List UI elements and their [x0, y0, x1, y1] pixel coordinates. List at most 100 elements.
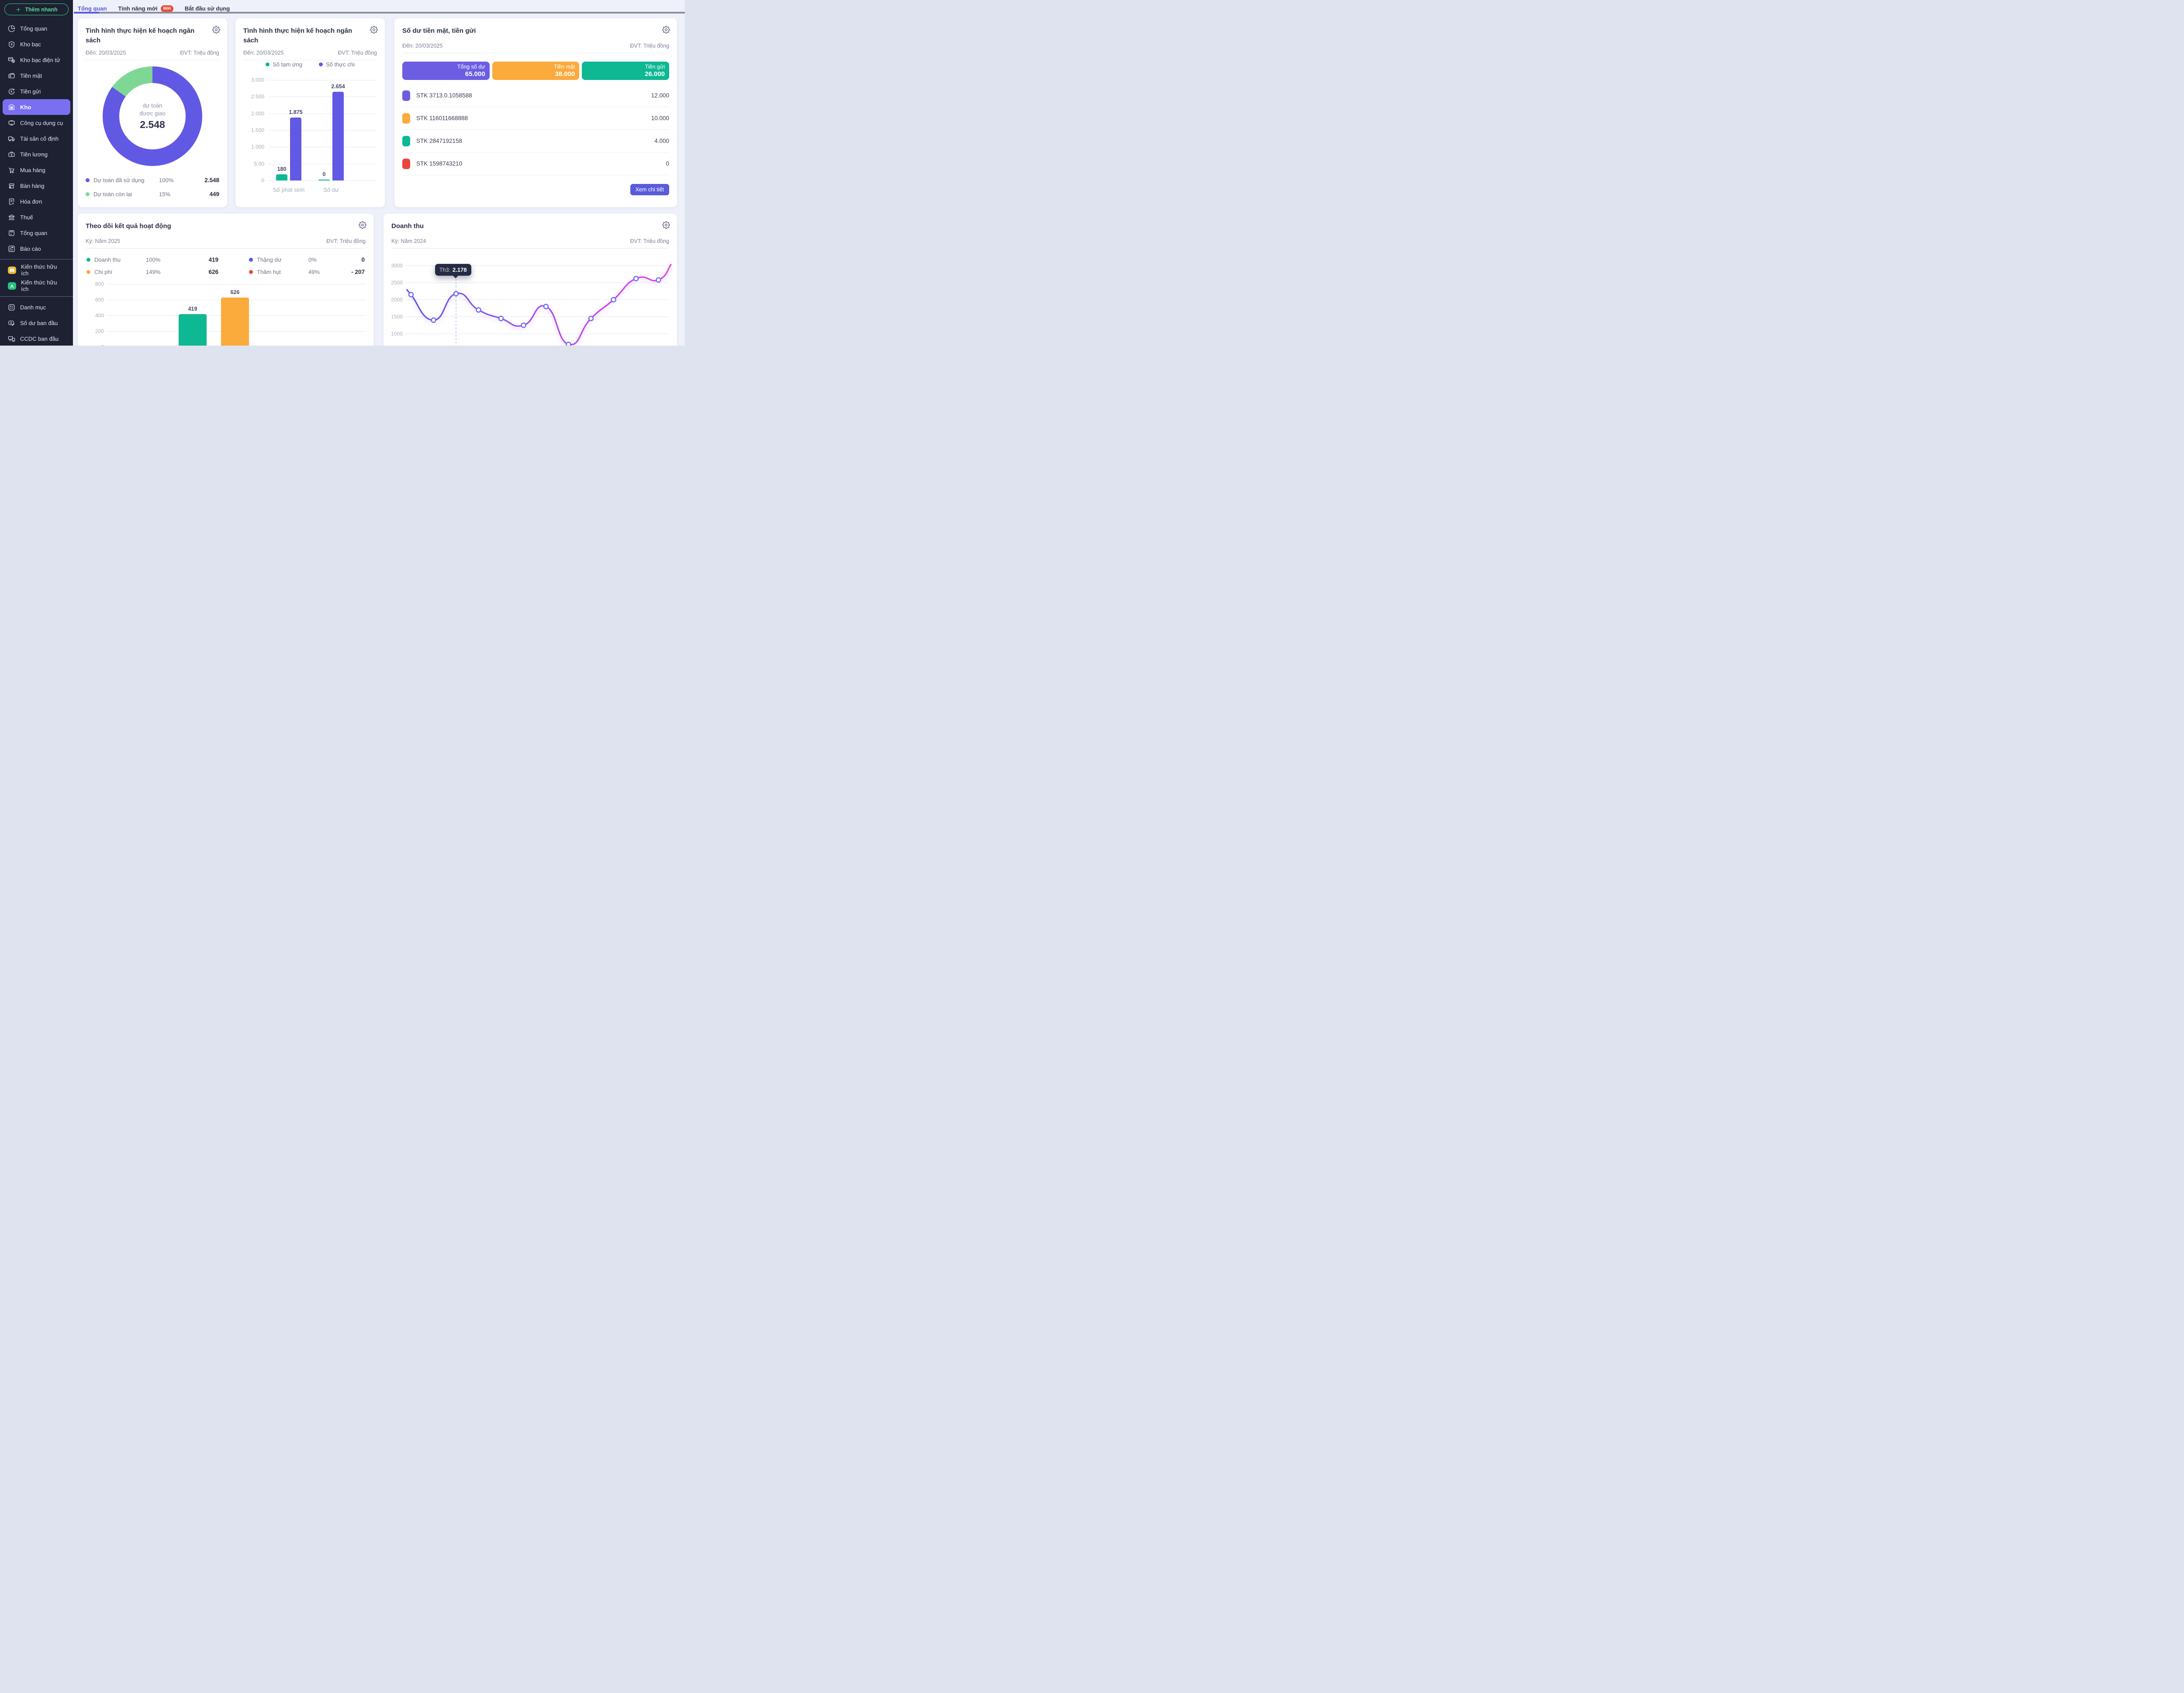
- date-label: Đến: 20/03/2025: [243, 49, 284, 56]
- sidebar-item-kho[interactable]: Kho: [3, 99, 70, 115]
- legend-item: Số thực chi: [319, 61, 355, 68]
- settings-gear-icon[interactable]: [211, 25, 221, 35]
- budget-donut: dự toán được giao 2.548: [103, 66, 202, 166]
- svg-text:$: $: [10, 75, 11, 78]
- tab-tinh-nang-moi[interactable]: Tính năng mới Mới: [118, 3, 173, 14]
- tab-tong-quan[interactable]: Tổng quan: [78, 5, 107, 12]
- report-chart-icon: [8, 246, 15, 252]
- unit-label: ĐVT: Triệu đồng: [180, 49, 219, 56]
- sidebar-item-bao-cao[interactable]: Báo cáo: [3, 241, 70, 256]
- stat-deposit: Tiền gửi 26.000: [582, 62, 670, 80]
- sidebar-item-hoa-don[interactable]: $ Hóa đơn: [3, 194, 70, 209]
- card-title: Số dư tiền mặt, tiền gửi: [402, 27, 476, 35]
- legend-dot: [249, 257, 253, 262]
- card-title: Tình hình thực hiện kế hoạch ngân sách: [86, 27, 195, 44]
- legend-dot: [86, 178, 90, 182]
- settings-gear-icon[interactable]: [661, 25, 671, 35]
- divider: [391, 248, 669, 249]
- checklist-icon: [8, 304, 15, 310]
- legend-dot: [86, 192, 90, 196]
- storefront-icon: [9, 183, 14, 188]
- account-row[interactable]: STK 3713.0.1058588 12.000: [402, 84, 669, 107]
- sidebar-item-tien-mat[interactable]: $ Tiền mặt: [3, 68, 70, 83]
- settings-gear-icon[interactable]: [369, 25, 379, 35]
- active-tab-underline: [74, 12, 99, 14]
- sidebar-item-tien-luong[interactable]: $ Tiền lương: [3, 146, 70, 162]
- account-color-chip: [402, 90, 410, 101]
- period-label: Kỳ: Năm 2025: [86, 238, 121, 244]
- sidebar-item-so-du-ban-dau[interactable]: $ Số dư ban đầu: [3, 315, 70, 331]
- svg-text:$: $: [11, 153, 13, 156]
- treasury-icon: $: [9, 41, 14, 48]
- svg-text:2000: 2000: [391, 297, 403, 303]
- legend-dot: [319, 62, 323, 66]
- settings-gear-icon[interactable]: [661, 221, 671, 230]
- warehouse-icon: [9, 104, 14, 110]
- sidebar-item-kho-bac-dien-tu[interactable]: $ Kho bạc điện tử: [3, 52, 70, 68]
- svg-text:$: $: [13, 60, 14, 63]
- chart-tooltip: Th3: 2.178: [435, 264, 471, 278]
- balance-edit-icon: $: [8, 320, 14, 326]
- tab-bat-dau-su-dung[interactable]: Bắt đầu sử dụng: [184, 5, 230, 12]
- svg-text:2500: 2500: [391, 280, 403, 286]
- app-window: Thêm nhanh Tổng quan $ Kho bạc $ Kho bạc…: [0, 0, 685, 346]
- card-title: Tình hình thực hiện kế hoạch ngân sách: [243, 27, 352, 44]
- divider: [86, 248, 366, 249]
- budget-bar-chart: 3.000 2.500 2.000 1.500 1.000 5.00 0 180 1.875 Số…: [235, 18, 385, 207]
- sidebar-item-tai-san-co-dinh[interactable]: Tài sản cố định: [3, 131, 70, 146]
- sidebar-item-tien-gui[interactable]: $ Tiền gửi: [3, 83, 70, 99]
- legend-dot: [266, 62, 270, 66]
- sidebar-item-ccdc-ban-dau[interactable]: CCDC ban đầu: [3, 331, 70, 346]
- sidebar: Thêm nhanh Tổng quan $ Kho bạc $ Kho bạc…: [0, 0, 73, 346]
- svg-text:1500: 1500: [391, 314, 403, 320]
- account-row[interactable]: STK 1598743210 0: [402, 152, 669, 175]
- svg-text:$: $: [10, 90, 12, 93]
- donut-center: dự toán được giao 2.548: [119, 83, 186, 149]
- account-row[interactable]: STK 2847192158 4.000: [402, 130, 669, 152]
- main-content: Tổng quan Tính năng mới Mới Bắt đầu sử dụ…: [73, 0, 685, 346]
- quick-add-button[interactable]: Thêm nhanh: [4, 3, 69, 15]
- legend-item: Số tạm ứng: [266, 61, 302, 68]
- sidebar-item-cong-cu-dung-cu[interactable]: Công cụ dụng cụ: [3, 115, 70, 131]
- legend-dot: [86, 257, 90, 262]
- date-label: Đến: 20/03/2025: [402, 42, 443, 49]
- card-balances: Số dư tiền mặt, tiền gửi Đến: 20/03/2025…: [394, 18, 677, 207]
- sidebar-item-kien-thuc-1[interactable]: Kiến thức hữu ích: [3, 262, 70, 278]
- account-row[interactable]: STK 116011668888 10.000: [402, 107, 669, 130]
- legend-item: Chi phí 149% 626: [86, 267, 218, 277]
- sidebar-item-mua-hang[interactable]: Mua hàng: [3, 162, 70, 178]
- stat-total-balance: Tổng số dư 65.000: [402, 62, 490, 80]
- view-detail-button[interactable]: Xem chi tiết: [630, 184, 669, 195]
- card-budget-donut: Tình hình thực hiện kế hoạch ngân sách Đ…: [78, 18, 227, 207]
- quick-add-label: Thêm nhanh: [25, 6, 58, 13]
- legend-item: Thặng dư 0% 0: [249, 254, 365, 265]
- sidebar-item-danh-muc[interactable]: Danh mục: [3, 299, 70, 315]
- svg-text:1000: 1000: [391, 331, 403, 337]
- sidebar-item-kien-thuc-2[interactable]: Kiến thức hữu ích: [3, 278, 70, 294]
- legend-item: Thâm hụt 49% - 207: [249, 267, 365, 277]
- account-color-chip: [402, 158, 410, 169]
- settings-gear-icon[interactable]: [358, 221, 367, 230]
- plus-icon: [16, 7, 21, 12]
- pie-chart-icon: [8, 25, 15, 32]
- sidebar-item-thue[interactable]: Thuế: [3, 209, 70, 225]
- new-badge: Mới: [160, 5, 173, 12]
- legend-dot: [249, 270, 253, 274]
- legend-item: Doanh thu 100% 419: [86, 254, 218, 265]
- wallet-icon: $: [8, 73, 15, 78]
- sidebar-item-tong-quan[interactable]: Tổng quan: [3, 21, 70, 36]
- sidebar-item-tong-quan-2[interactable]: Tổng quan: [3, 225, 70, 241]
- e-treasury-icon: $: [8, 57, 15, 63]
- chart-legend: Số tạm ứng Số thực chi: [235, 61, 385, 68]
- knowledge-book-icon: [8, 266, 16, 274]
- sidebar-item-ban-hang[interactable]: Bán hàng: [3, 178, 70, 194]
- donut-center-value: 2.548: [140, 118, 165, 130]
- sidebar-item-kho-bac[interactable]: $ Kho bạc: [3, 36, 70, 52]
- svg-text:$: $: [10, 322, 12, 325]
- sidebar-nav: Tổng quan $ Kho bạc $ Kho bạc điện tử $ …: [0, 21, 73, 346]
- truck-icon: [8, 136, 15, 141]
- date-label: Đến: 20/03/2025: [86, 49, 126, 56]
- legend-item: Dự toán còn lại 15% 449: [86, 190, 219, 198]
- unit-label: ĐVT: Triệu đồng: [326, 238, 366, 244]
- card-title: Doanh thu: [391, 222, 424, 230]
